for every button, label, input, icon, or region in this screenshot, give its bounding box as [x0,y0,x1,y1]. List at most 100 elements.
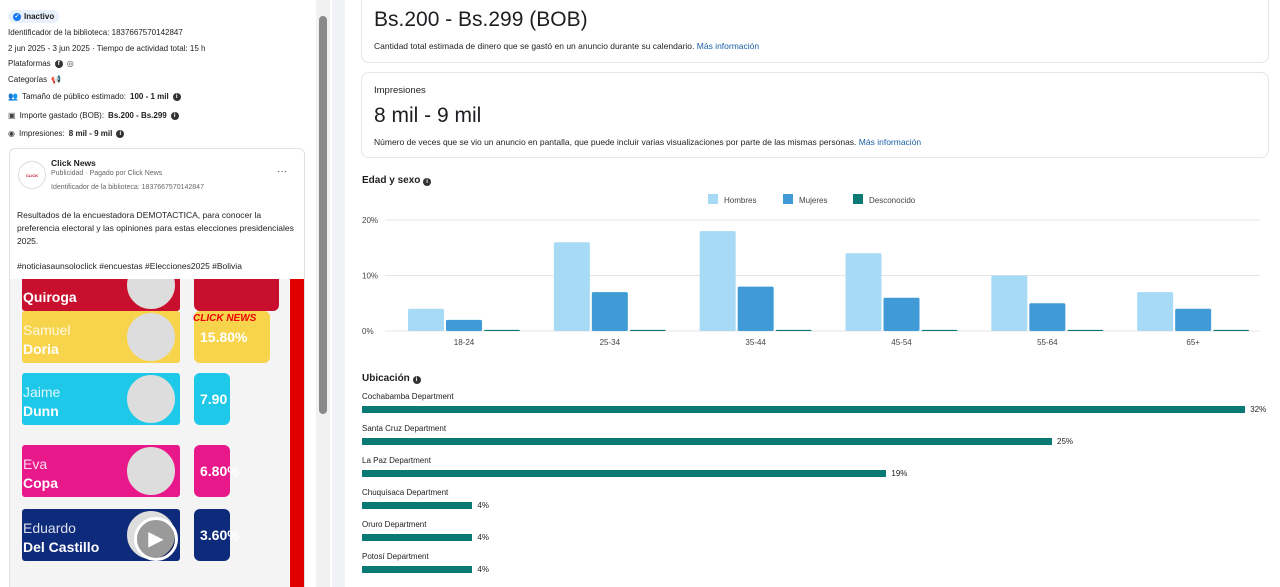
video-red-border [290,279,304,587]
ad-preview-card: CLICK Click News Publicidad · Pagado por… [9,148,305,587]
spend-value: Bs.200 - Bs.299 [108,111,167,120]
legend-swatch [783,194,793,204]
bar-hombres [699,231,736,331]
x-tick-label: 25-34 [600,338,621,347]
more-info-link[interactable]: Más información [858,137,922,147]
ad-details-panel: ✓ Inactivo Identificador de la biblioteca… [0,0,332,587]
megaphone-icon: 📢 [51,75,62,84]
bar-hombres [553,242,590,331]
candidate-pct-box [194,445,230,497]
x-tick-label: 55-64 [1037,338,1058,347]
eye-icon: ◉ [8,129,15,138]
candidate-first-name: Samuel [23,322,71,338]
candidate-pct: 7.90 [200,391,228,407]
scrollbar[interactable] [316,0,330,587]
candidate-pct: 15.80% [200,329,248,345]
location-label: Potosí Department [362,552,429,561]
page-name[interactable]: Click News [51,158,96,168]
page-avatar[interactable]: CLICK [18,161,46,189]
info-icon[interactable]: i [170,111,179,120]
platforms-label: Plataformas [8,59,51,68]
info-icon[interactable]: i [172,92,181,101]
impressions-desc-text: Número de veces que se vio un anuncio en… [374,137,857,147]
age-gender-title-text: Edad y sexo [362,175,421,186]
bar-mujeres [591,292,628,331]
facebook-icon: f [54,59,63,68]
candidate-first-name: Jaime [23,384,61,400]
audience-value: 100 - 1 mil [130,92,169,101]
candidate-pct-box [194,373,230,425]
location-label: La Paz Department [362,456,431,465]
spend-value: Bs.200 - Bs.299 (BOB) [374,8,588,31]
location-pct: 32% [1250,405,1267,414]
impressions-row: ◉ Impresiones: 8 mil - 9 mil i [8,129,125,138]
categories-label: Categorías [8,75,48,84]
legend-label: Mujeres [799,196,827,205]
impressions-title: Impresiones [374,85,426,96]
candidate-pct-box [194,279,279,311]
click-news-logo: CLICK NEWS [193,313,257,324]
x-tick-label: 65+ [1186,338,1200,347]
bar-hombres [408,308,444,331]
info-icon[interactable]: i [423,178,432,186]
ad-insights-panel: Bs.200 - Bs.299 (BOB) Cantidad total est… [345,0,1280,587]
ad-body: Resultados de la encuestadora DEMOTACTIC… [17,210,294,246]
location-label: Chuquisaca Department [362,488,449,497]
library-id: Identificador de la biblioteca: 18376675… [8,28,183,37]
spend-desc-text: Cantidad total estimada de dinero que se… [374,41,695,51]
bar-mujeres [737,286,774,331]
bar-desconocido [1067,329,1104,331]
location-bar [362,534,473,541]
impressions-label: Impresiones: [18,129,65,138]
candidate-photo [125,373,177,425]
play-icon[interactable]: ▶ [134,517,178,561]
location-title: Ubicación i [362,373,421,384]
info-icon[interactable]: i [412,376,421,384]
location-bar [362,438,1052,445]
candidate-last-name: Dunn [23,403,59,419]
location-bar [362,470,887,477]
money-icon: ▣ [8,111,16,120]
status-row: ✓ Inactivo [8,10,60,23]
candidate-last-name: Del Castillo [23,539,100,555]
info-icon[interactable]: i [116,129,125,138]
legend-swatch [708,194,718,204]
bar-desconocido [921,329,958,331]
location-pct: 4% [477,565,489,574]
impressions-card: Impresiones 8 mil - 9 mil Número de vece… [361,72,1269,158]
ad-video[interactable]: Quiroga Samuel Doria 15.80% Jaime Dunn 7… [10,279,304,587]
bar-mujeres [1029,303,1066,331]
candidate-first-name: Eva [23,456,48,472]
candidate-last-name: Doria [23,341,59,357]
people-icon: 👥 [8,92,18,101]
instagram-icon: ◎ [66,59,74,68]
candidate-pct: 3.60% [200,527,240,543]
location-pct: 25% [1057,437,1074,446]
location-label: Cochabamba Department [362,392,454,401]
location-bar [362,566,473,573]
candidate-photo [125,311,177,363]
location-pct: 4% [477,533,489,542]
more-options-icon[interactable]: ··· [277,166,287,177]
location-label: Santa Cruz Department [362,424,447,433]
audience-row: 👥 Tamaño de público estimado: 100 - 1 mil i [8,92,181,101]
y-tick-label: 10% [362,272,378,281]
more-info-link[interactable]: Más información [696,41,760,51]
sponsored-text: Publicidad · Pagado por Click News [51,170,163,177]
platforms-row: Plataformas f ◎ [8,59,74,68]
location-bar [362,502,473,509]
legend-label: Hombres [724,196,756,205]
bar-hombres [845,253,882,331]
candidate-pct-box [194,509,230,561]
x-tick-label: 35-44 [745,338,766,347]
candidate-first-name: Eduardo [23,520,76,536]
categories-row: Categorías 📢 [8,75,61,84]
bar-hombres [991,275,1028,331]
legend-label: Desconocido [869,196,916,205]
bar-desconocido [775,329,812,331]
location-pct: 19% [891,469,908,478]
spend-description: Cantidad total estimada de dinero que se… [374,41,759,51]
ad-library-id: Identificador de la biblioteca: 18376675… [51,184,204,191]
scrollbar-thumb[interactable] [319,16,327,414]
x-tick-label: 45-54 [891,338,912,347]
